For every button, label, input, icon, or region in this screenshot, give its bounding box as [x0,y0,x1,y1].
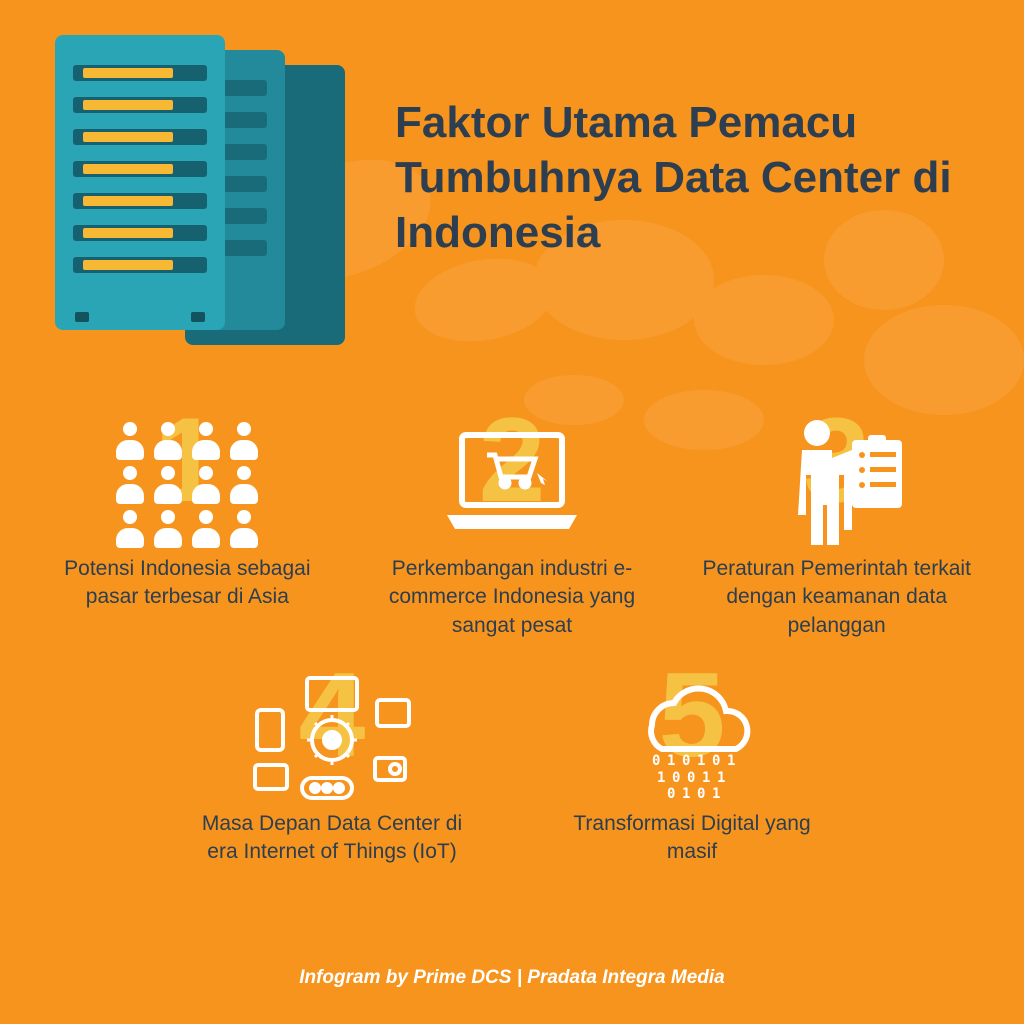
factor-1: 1 Potensi Indonesia sebagai pasar terbes… [40,415,335,640]
page-title: Faktor Utama Pemacu Tumbuhnya Data Cente… [395,95,964,260]
svg-text:0: 0 [687,770,695,786]
svg-text:0: 0 [697,786,705,802]
footer-credit: Infogram by Prime DCS | Pradata Integra … [0,967,1024,989]
svg-text:1: 1 [667,753,675,769]
factor-5: 5 010 101 100 11 0101 Transformasi Digit… [542,670,842,867]
iot-devices-icon [182,670,482,810]
svg-text:0: 0 [712,753,720,769]
svg-text:1: 1 [702,770,710,786]
person-clipboard-icon [689,415,984,555]
svg-text:1: 1 [717,770,725,786]
factor-label: Transformasi Digital yang masif [542,810,842,867]
factor-label: Perkembangan industri e-commerce Indones… [365,555,660,640]
people-group-icon [40,415,335,555]
factors-grid: 1 Potensi Indonesia sebagai pasar terbes… [40,415,984,867]
cloud-binary-icon: 010 101 100 11 0101 [542,670,842,810]
factor-label: Peraturan Pemerintah terkait dengan keam… [689,555,984,640]
svg-text:1: 1 [727,753,735,769]
svg-text:1: 1 [697,753,705,769]
factor-3: 3 Peraturan Pemerintah terkait dengan ke… [689,415,984,640]
title-text: Faktor Utama Pemacu Tumbuhnya Data Cente… [395,95,964,260]
svg-text:1: 1 [682,786,690,802]
factor-label: Potensi Indonesia sebagai pasar terbesar… [40,555,335,612]
svg-text:0: 0 [682,753,690,769]
svg-text:0: 0 [652,753,660,769]
factor-4: 4 [182,670,482,867]
svg-text:1: 1 [657,770,665,786]
factor-label: Masa Depan Data Center di era Internet o… [182,810,482,867]
svg-text:0: 0 [672,770,680,786]
svg-text:1: 1 [712,786,720,802]
factor-2: 2 Perkembangan industri e-commerce Indon… [365,415,660,640]
laptop-cart-icon [365,415,660,555]
svg-text:0: 0 [667,786,675,802]
